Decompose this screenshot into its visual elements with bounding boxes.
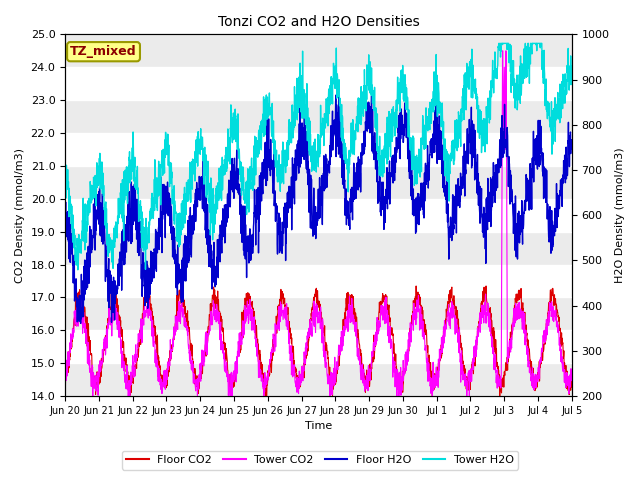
Y-axis label: H2O Density (mmol/m3): H2O Density (mmol/m3) <box>615 147 625 283</box>
Bar <box>65 363 572 396</box>
Bar <box>65 232 572 264</box>
Text: TZ_mixed: TZ_mixed <box>70 45 137 58</box>
Legend: Floor CO2, Tower CO2, Floor H2O, Tower H2O: Floor CO2, Tower CO2, Floor H2O, Tower H… <box>122 451 518 469</box>
Y-axis label: CO2 Density (mmol/m3): CO2 Density (mmol/m3) <box>15 148 25 283</box>
Bar <box>65 298 572 330</box>
Bar <box>65 166 572 199</box>
X-axis label: Time: Time <box>305 421 332 432</box>
Bar <box>65 100 572 133</box>
Title: Tonzi CO2 and H2O Densities: Tonzi CO2 and H2O Densities <box>218 15 419 29</box>
Bar <box>65 35 572 67</box>
